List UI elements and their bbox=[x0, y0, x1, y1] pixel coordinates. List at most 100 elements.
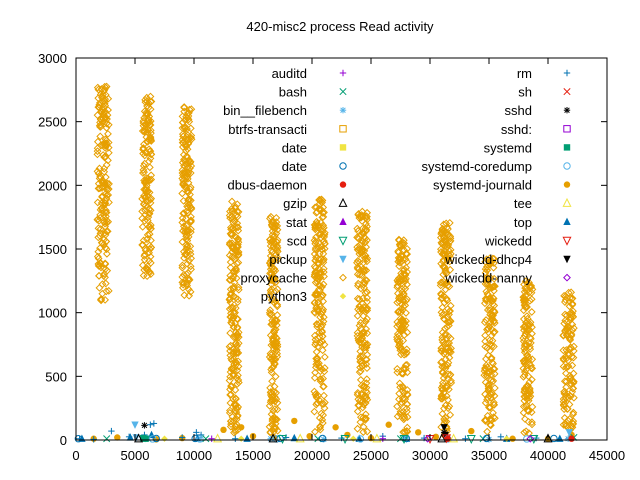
point-proxycache bbox=[362, 219, 370, 228]
point-proxycache bbox=[226, 347, 234, 355]
point-proxycache bbox=[318, 337, 327, 346]
point-python3 bbox=[161, 435, 168, 442]
point-proxycache bbox=[142, 93, 151, 102]
point-proxycache bbox=[362, 360, 371, 369]
legend-marker bbox=[563, 88, 571, 96]
y-tick-label: 1500 bbox=[38, 242, 67, 257]
point-proxycache bbox=[178, 238, 187, 246]
point-python3 bbox=[350, 435, 357, 442]
point-proxycache bbox=[527, 375, 536, 384]
point-proxycache bbox=[145, 163, 154, 172]
point-bash bbox=[103, 435, 111, 443]
point-proxycache bbox=[401, 301, 410, 310]
point-proxycache bbox=[482, 361, 491, 370]
point-proxycache bbox=[561, 420, 570, 428]
point-proxycache bbox=[227, 204, 236, 213]
point-proxycache bbox=[184, 169, 192, 178]
point-proxycache bbox=[227, 356, 236, 365]
point-proxycache bbox=[310, 387, 319, 396]
point-proxycache bbox=[524, 338, 533, 347]
point-proxycache bbox=[395, 340, 404, 349]
point-proxycache bbox=[561, 316, 570, 325]
point-proxycache bbox=[145, 205, 154, 213]
point-proxycache bbox=[361, 410, 370, 419]
point-gzip bbox=[543, 433, 553, 443]
point-proxycache bbox=[178, 124, 187, 132]
point-proxycache bbox=[312, 289, 320, 297]
point-proxycache bbox=[271, 341, 280, 350]
point-proxycache bbox=[140, 255, 149, 264]
point-proxycache bbox=[234, 223, 243, 232]
cluster-proxycache-4 bbox=[225, 197, 243, 437]
point-systemd-journald bbox=[220, 426, 227, 434]
point-proxycache bbox=[524, 390, 533, 398]
point-proxycache bbox=[447, 378, 456, 387]
point-proxycache bbox=[311, 298, 319, 307]
point-proxycache bbox=[486, 273, 495, 282]
point-proxycache bbox=[229, 348, 238, 356]
x-tick-label: 25000 bbox=[353, 448, 389, 463]
point-proxycache bbox=[361, 276, 370, 284]
point-proxycache bbox=[484, 380, 493, 389]
point-proxycache bbox=[271, 325, 280, 334]
point-proxycache bbox=[180, 224, 189, 233]
point-proxycache bbox=[353, 390, 362, 399]
legend-item-python3-12: python3 bbox=[261, 289, 347, 304]
point-proxycache bbox=[362, 375, 371, 384]
point-proxycache bbox=[180, 291, 189, 300]
point-proxycache bbox=[559, 355, 568, 364]
legend-item-btrfs-transacti-3: btrfs-transacti bbox=[228, 122, 347, 137]
point-proxycache bbox=[312, 354, 321, 363]
point-proxycache bbox=[445, 252, 454, 261]
point-proxycache bbox=[525, 278, 533, 287]
point-proxycache bbox=[93, 144, 102, 153]
point-proxycache bbox=[182, 270, 191, 279]
point-proxycache bbox=[481, 365, 489, 373]
point-proxycache bbox=[318, 245, 326, 254]
point-proxycache bbox=[233, 314, 242, 323]
point-proxycache bbox=[400, 365, 409, 374]
point-proxycache bbox=[97, 263, 105, 272]
point-proxycache bbox=[144, 99, 153, 108]
point-proxycache bbox=[271, 223, 280, 232]
point-proxycache bbox=[481, 268, 490, 277]
point-proxycache bbox=[186, 164, 194, 173]
point-proxycache bbox=[490, 274, 499, 283]
point-proxycache bbox=[187, 162, 196, 170]
point-rm bbox=[462, 435, 469, 442]
cluster-proxycache-11 bbox=[519, 277, 537, 438]
x-tick-label: 15000 bbox=[235, 448, 271, 463]
point-proxycache bbox=[490, 282, 499, 291]
point-proxycache bbox=[396, 407, 405, 416]
point-proxycache bbox=[226, 290, 235, 299]
point-systemd-journald bbox=[114, 434, 121, 441]
point-proxycache bbox=[443, 242, 452, 251]
point-proxycache bbox=[269, 352, 278, 361]
point-proxycache bbox=[487, 325, 496, 334]
point-proxycache bbox=[568, 311, 576, 320]
point-proxycache bbox=[269, 356, 278, 365]
legend-item-top-21: top bbox=[514, 215, 571, 230]
legend-item-bash-1: bash bbox=[279, 85, 347, 100]
point-proxycache bbox=[362, 276, 371, 285]
point-proxycache bbox=[310, 308, 319, 316]
legend-item-wickedd-dhcp4-23: wickedd-dhcp4 bbox=[444, 252, 571, 267]
point-proxycache bbox=[267, 256, 275, 265]
point-proxycache bbox=[270, 318, 279, 327]
point-proxycache bbox=[315, 272, 324, 281]
point-proxycache bbox=[270, 239, 278, 248]
legend-item-bin-filebench-2: bin__filebench bbox=[223, 103, 347, 118]
point-wickedd-nanny bbox=[526, 434, 535, 443]
point-proxycache bbox=[104, 129, 112, 138]
point-proxycache bbox=[363, 297, 371, 306]
point-proxycache bbox=[185, 276, 194, 284]
point-proxycache bbox=[179, 278, 188, 287]
point-proxycache bbox=[178, 138, 187, 147]
point-proxycache bbox=[102, 119, 111, 128]
point-systemd-journald bbox=[468, 427, 475, 435]
point-proxycache bbox=[480, 299, 489, 308]
point-proxycache bbox=[146, 147, 155, 156]
point-proxycache bbox=[439, 270, 448, 279]
point-proxycache bbox=[445, 345, 454, 354]
point-proxycache bbox=[445, 402, 454, 411]
